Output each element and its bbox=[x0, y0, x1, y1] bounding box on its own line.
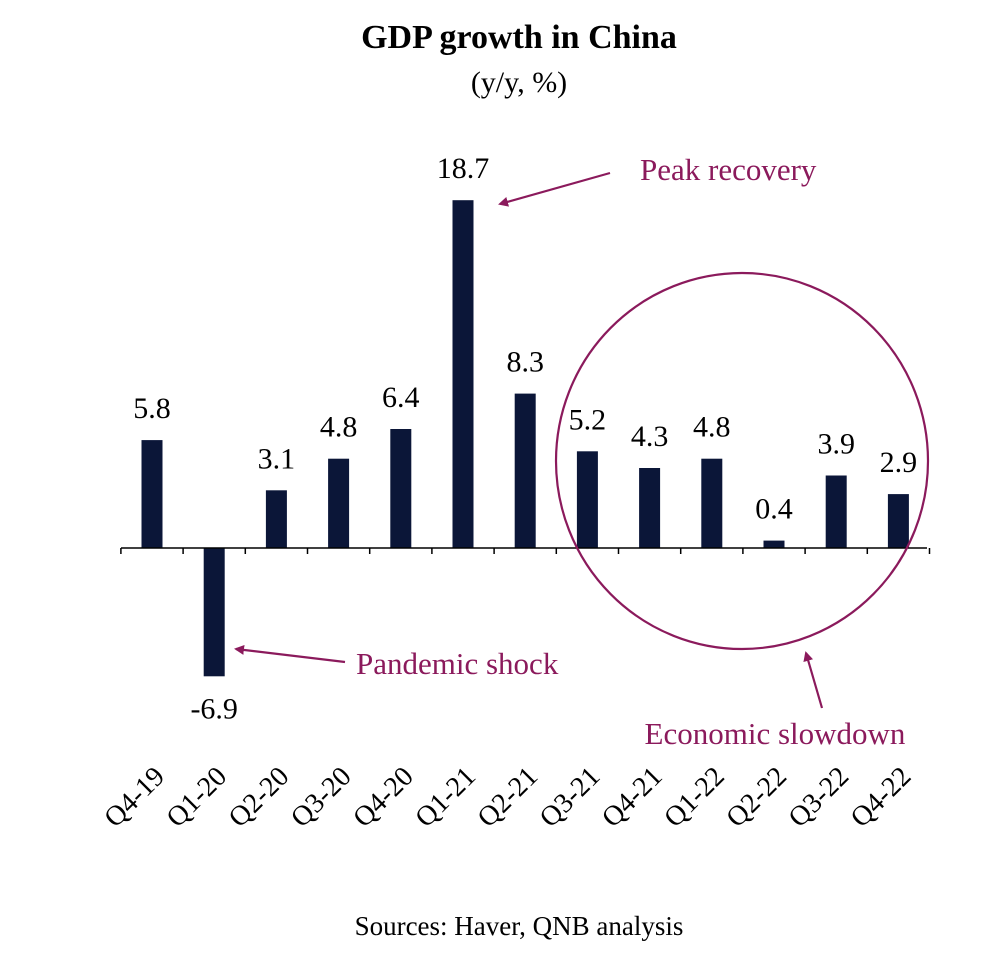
bar-q1-22 bbox=[701, 458, 723, 548]
peak-recovery-annotation: Peak recovery bbox=[640, 152, 817, 187]
tick-label-q1-22: Q1-22 bbox=[658, 761, 731, 834]
data-label-q1-20: -6.9 bbox=[190, 692, 238, 725]
tick-label-q3-21: Q3-21 bbox=[534, 761, 607, 834]
bar-q1-20 bbox=[203, 548, 225, 677]
tick-label-q3-22: Q3-22 bbox=[783, 761, 856, 834]
data-labels: 5.8 -6.9 3.1 4.8 6.4 18.7 8.3 5.2 4.3 4.8 0.4 3.9 2.… bbox=[133, 152, 917, 725]
tick-label-q3-20: Q3-20 bbox=[285, 761, 358, 834]
x-axis bbox=[120, 547, 931, 554]
pandemic-shock-arrow bbox=[234, 644, 346, 664]
data-label-q4-22: 2.9 bbox=[880, 446, 918, 479]
bar-q1-21 bbox=[452, 200, 474, 548]
economic-slowdown-arrow bbox=[803, 651, 824, 709]
bar-q4-22 bbox=[887, 494, 909, 548]
data-label-q3-22: 3.9 bbox=[817, 428, 855, 461]
tick-label-q4-22: Q4-22 bbox=[845, 761, 918, 834]
tick-label-q4-21: Q4-21 bbox=[596, 761, 669, 834]
economic-slowdown-annotation: Economic slowdown bbox=[645, 716, 906, 751]
data-label-q4-19: 5.8 bbox=[133, 392, 171, 425]
tick-label-q2-22: Q2-22 bbox=[720, 761, 793, 834]
chart-title: GDP growth in China bbox=[361, 19, 677, 56]
bar-q3-21 bbox=[576, 451, 598, 548]
tick-label-q2-21: Q2-21 bbox=[472, 761, 545, 834]
tick-label-q2-20: Q2-20 bbox=[223, 761, 296, 834]
data-label-q4-21: 4.3 bbox=[631, 420, 669, 453]
data-label-q3-21: 5.2 bbox=[569, 403, 607, 436]
data-label-q2-22: 0.4 bbox=[755, 493, 793, 526]
bar-q4-20 bbox=[390, 429, 412, 548]
data-label-q4-20: 6.4 bbox=[382, 381, 420, 414]
bar-series bbox=[141, 200, 909, 677]
source-note: Sources: Haver, QNB analysis bbox=[355, 911, 684, 941]
tick-label-q1-20: Q1-20 bbox=[161, 761, 234, 834]
bar-q4-21 bbox=[639, 468, 661, 548]
tick-label-q4-20: Q4-20 bbox=[347, 761, 420, 834]
category-tick-labels: Q4-19Q1-20Q2-20Q3-20Q4-20Q1-21Q2-21Q3-21… bbox=[98, 761, 917, 834]
bar-q2-22 bbox=[763, 540, 785, 548]
bar-q2-21 bbox=[514, 393, 536, 548]
peak-recovery-arrow bbox=[498, 171, 611, 207]
bar-q2-20 bbox=[265, 490, 287, 548]
chart-subtitle: (y/y, %) bbox=[471, 66, 567, 99]
bar-q3-20 bbox=[328, 458, 350, 548]
bar-q4-19 bbox=[141, 440, 163, 548]
data-label-q1-21: 18.7 bbox=[437, 152, 490, 185]
slowdown-circle bbox=[554, 271, 930, 651]
pandemic-shock-annotation: Pandemic shock bbox=[356, 646, 559, 681]
tick-label-q4-19: Q4-19 bbox=[98, 761, 171, 834]
tick-label-q1-21: Q1-21 bbox=[409, 761, 482, 834]
data-label-q3-20: 4.8 bbox=[320, 411, 358, 444]
data-label-q1-22: 4.8 bbox=[693, 411, 731, 444]
data-label-q2-21: 8.3 bbox=[506, 346, 544, 379]
data-label-q2-20: 3.1 bbox=[258, 442, 296, 475]
bar-q3-22 bbox=[825, 475, 847, 548]
